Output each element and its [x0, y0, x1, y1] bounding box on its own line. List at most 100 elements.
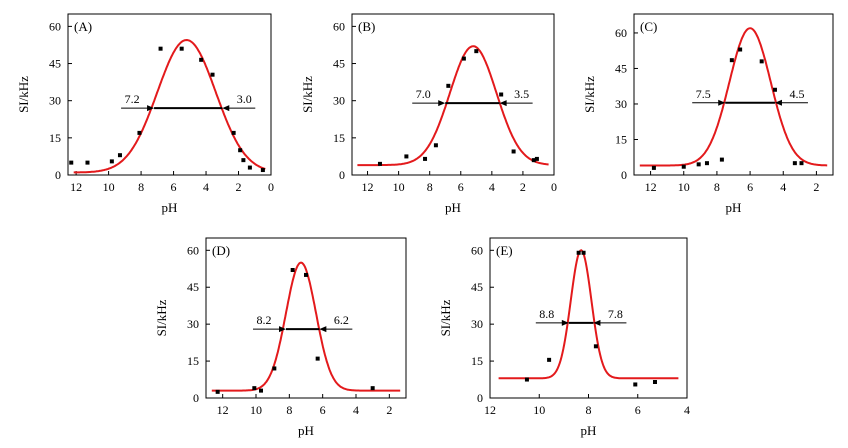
- data-point: [729, 58, 734, 63]
- right-arrowhead: [499, 100, 507, 107]
- data-point: [210, 72, 215, 77]
- right-half-label: 7.8: [608, 307, 623, 321]
- plot-frame: [351, 13, 555, 176]
- data-point: [199, 57, 204, 62]
- data-point: [423, 156, 428, 161]
- data-point: [681, 164, 686, 169]
- right-arrowhead: [222, 105, 230, 112]
- x-tick-label: 12: [362, 180, 374, 194]
- x-tick-label: 10: [678, 180, 690, 194]
- data-point: [474, 49, 479, 54]
- y-tick-label: 45: [49, 57, 61, 71]
- panel-e: (E) 12 10 8 6 4 0 15 30 45 60 pH SI/kHz 8.8 7.8: [438, 237, 690, 438]
- data-point: [433, 143, 438, 148]
- x-tick-label: 2: [813, 180, 819, 194]
- y-tick-label: 60: [187, 243, 199, 257]
- data-point: [581, 250, 586, 255]
- fit-curve: [639, 27, 828, 167]
- fit-curve: [73, 38, 266, 174]
- panel-label: (E): [496, 243, 513, 258]
- data-point: [231, 130, 236, 135]
- data-point: [651, 165, 656, 170]
- data-point: [593, 344, 598, 349]
- x-tick-label: 4: [780, 180, 786, 194]
- x-tick-label: 8: [586, 403, 592, 417]
- y-tick-label: 15: [49, 131, 61, 145]
- data-point: [85, 160, 90, 165]
- y-tick-label: 15: [471, 354, 483, 368]
- x-tick-label: 6: [171, 180, 177, 194]
- right-half-label: 3.0: [237, 92, 252, 106]
- y-tick-label: 15: [187, 354, 199, 368]
- y-tick-label: 0: [193, 391, 199, 405]
- data-point: [461, 56, 466, 61]
- right-arrowhead: [774, 99, 782, 106]
- left-half-label: 8.8: [539, 307, 554, 321]
- y-tick-label: 30: [333, 94, 345, 108]
- plot-frame: [205, 237, 407, 399]
- left-arrowhead: [438, 100, 446, 107]
- left-arrowhead: [718, 99, 726, 106]
- data-point: [531, 158, 536, 163]
- x-tick-label: 2: [236, 180, 242, 194]
- left-arrowhead: [147, 105, 155, 112]
- y-tick-label: 15: [615, 132, 627, 146]
- data-point: [446, 83, 451, 88]
- data-point: [290, 268, 295, 272]
- x-tick-label: 8: [286, 403, 292, 417]
- y-axis-label: SI/kHz: [438, 299, 453, 336]
- x-tick-label: 12: [484, 403, 496, 417]
- y-tick-label: 30: [49, 94, 61, 108]
- x-axis-label: pH: [581, 423, 597, 438]
- y-tick-label: 15: [333, 131, 345, 145]
- y-tick-label: 60: [615, 26, 627, 40]
- panel-a: (A) 12 10 8 6 4 2 0 0 15 30 45 60 pH SI/kHz 7.2 3.0: [16, 13, 274, 215]
- plot-frame: [67, 13, 272, 176]
- left-arrowhead: [279, 326, 286, 333]
- left-half-label: 7.0: [416, 87, 431, 101]
- y-tick-label: 60: [471, 243, 483, 257]
- x-tick-label: 2: [386, 403, 392, 417]
- left-arrowhead: [561, 319, 569, 326]
- data-point: [304, 272, 308, 277]
- panel-d: (D) 12 10 8 6 4 2 0 15 30 45 60 pH SI/kHz 8.2 6.2: [154, 237, 407, 438]
- data-point: [524, 377, 529, 382]
- data-point: [247, 165, 252, 170]
- data-point: [259, 388, 263, 393]
- panel-label: (C): [640, 19, 657, 34]
- data-point: [534, 156, 539, 161]
- data-point: [738, 47, 743, 52]
- fit-curve: [211, 261, 401, 392]
- x-axis-label: pH: [445, 200, 461, 215]
- y-tick-label: 60: [49, 19, 61, 33]
- x-tick-label: 10: [103, 180, 115, 194]
- data-point: [377, 161, 382, 166]
- data-point: [511, 149, 516, 154]
- y-tick-label: 45: [615, 61, 627, 75]
- left-half-label: 7.5: [696, 87, 711, 101]
- data-point: [792, 161, 797, 166]
- data-point: [499, 92, 504, 97]
- x-tick-label: 8: [714, 180, 720, 194]
- y-axis-label: SI/kHz: [300, 76, 315, 113]
- y-axis-label: SI/kHz: [582, 76, 597, 113]
- x-tick-label: 12: [217, 403, 229, 417]
- y-tick-label: 0: [477, 391, 483, 405]
- data-point: [404, 154, 409, 159]
- data-point: [652, 380, 657, 384]
- data-point: [633, 382, 638, 387]
- left-half-label: 7.2: [125, 92, 140, 106]
- data-point: [241, 158, 246, 163]
- x-tick-label: 8: [138, 180, 144, 194]
- x-tick-label: 4: [203, 180, 209, 194]
- x-tick-label: 12: [70, 180, 82, 194]
- data-point: [547, 357, 552, 362]
- x-tick-label: 10: [250, 403, 262, 417]
- fit-curve: [498, 249, 679, 380]
- y-tick-label: 30: [187, 317, 199, 331]
- x-tick-label: 10: [533, 403, 545, 417]
- data-point: [179, 46, 184, 51]
- x-tick-label: 4: [353, 403, 359, 417]
- data-point: [772, 87, 777, 92]
- data-point: [215, 389, 220, 394]
